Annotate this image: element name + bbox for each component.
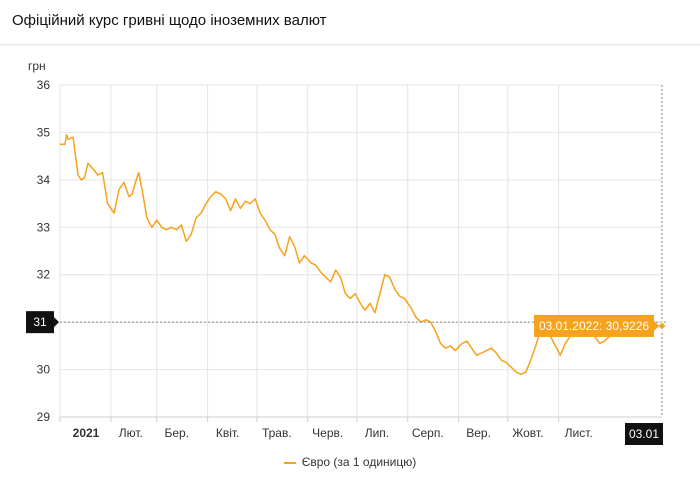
legend-label: Євро (за 1 одиницю): [301, 455, 417, 469]
y-tick-label: 33: [37, 220, 51, 234]
crosshair-y-label: 31: [33, 315, 47, 329]
x-tick-label: Жовт.: [512, 426, 543, 440]
y-tick-label: 29: [37, 410, 51, 424]
grid: [59, 84, 662, 418]
x-tick-label: Серп.: [412, 426, 444, 440]
x-tick-label: Квіт.: [216, 426, 240, 440]
crosshair-layer: 31 03.01 03.01.2022: 30,9226: [26, 85, 668, 445]
x-tick-label: Вер.: [466, 426, 491, 440]
y-tick-label: 36: [37, 78, 51, 92]
chart-header: Офіційний курс гривні щодо іноземних вал…: [0, 0, 700, 45]
chart-title: Офіційний курс гривні щодо іноземних вал…: [12, 12, 327, 29]
y-tick-label: 34: [37, 173, 51, 187]
crosshair-x-label: 03.01: [629, 427, 659, 441]
y-axis-label: грн: [28, 59, 46, 73]
x-tick-label: Бер.: [164, 426, 189, 440]
tooltip-text: 03.01.2022: 30,9226: [539, 319, 649, 333]
crosshair-x-badge: [625, 423, 663, 445]
series-layer: [60, 134, 663, 376]
y-tick-label: 35: [37, 125, 51, 139]
y-tick-label: 30: [37, 363, 51, 377]
legend-swatch: [283, 461, 296, 464]
y-tick-label: 32: [37, 268, 51, 282]
x-tick-label: 2021: [73, 426, 100, 440]
tooltip-arrow: [654, 320, 659, 331]
y-axis: грн 29 30 32 33 34 35 36: [28, 59, 50, 424]
x-tick-label: Черв.: [312, 426, 343, 440]
crosshair-y-badge: [26, 311, 54, 334]
crosshair-y-badge-arrow: [54, 317, 59, 328]
x-tick-label: Лист.: [565, 426, 593, 440]
x-axis: 2021 Лют. Бер. Квіт. Трав. Черв. Лип. Серп. Вер.…: [59, 416, 662, 440]
x-tick-label: Лют.: [119, 426, 143, 440]
x-tick-label: Лип.: [365, 426, 389, 440]
legend[interactable]: Євро (за 1 одиницю): [0, 455, 700, 469]
tooltip-box: [534, 314, 654, 337]
series-line-euro: [60, 134, 663, 376]
x-tick-label: Трав.: [262, 426, 292, 440]
hover-marker: [657, 321, 667, 331]
